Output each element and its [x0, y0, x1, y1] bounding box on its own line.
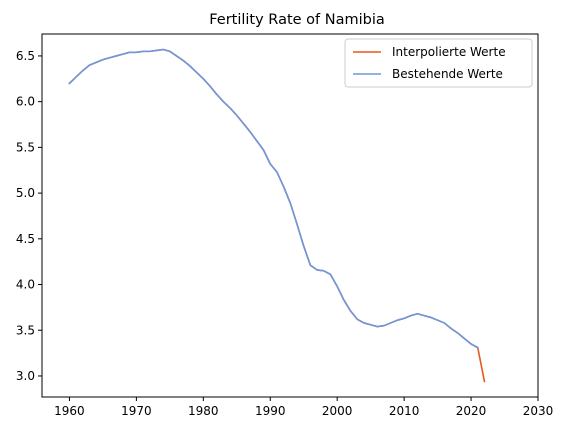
x-tick-label: 2000: [322, 404, 353, 418]
legend-box: [344, 38, 533, 88]
x-axis: 1960 1970 1980 1990 2000 2010 2020 2030: [54, 397, 553, 418]
legend-label: Bestehende Werte: [392, 67, 503, 81]
x-tick-label: 2030: [523, 404, 554, 418]
y-tick-label: 5.5: [16, 140, 35, 154]
x-tick-label: 1960: [54, 404, 85, 418]
x-tick-label: 2010: [389, 404, 420, 418]
y-tick-label: 3.0: [16, 369, 35, 383]
series-line-existing: [68, 48, 479, 349]
legend-label: Interpolierte Werte: [392, 45, 506, 59]
y-axis: 3.0 3.5 4.0 4.5 5.0 5.5 6.0 6.5: [16, 49, 42, 383]
y-tick-label: 6.5: [16, 49, 35, 63]
y-tick-label: 4.0: [16, 278, 35, 292]
x-tick-label: 1970: [121, 404, 152, 418]
x-tick-label: 1990: [255, 404, 286, 418]
plot-frame: [41, 33, 539, 398]
y-tick-label: 6.0: [16, 95, 35, 109]
y-tick-label: 4.5: [16, 232, 35, 246]
y-tick-label: 3.5: [16, 323, 35, 337]
series-line-interpolated: [68, 48, 486, 383]
legend: Interpolierte Werte Bestehende Werte: [344, 38, 533, 88]
x-tick-label: 1980: [188, 404, 219, 418]
y-tick-label: 5.0: [16, 186, 35, 200]
x-tick-label: 2020: [456, 404, 487, 418]
plot-area: [68, 48, 486, 383]
chart-title: Fertility Rate of Namibia: [209, 12, 385, 28]
